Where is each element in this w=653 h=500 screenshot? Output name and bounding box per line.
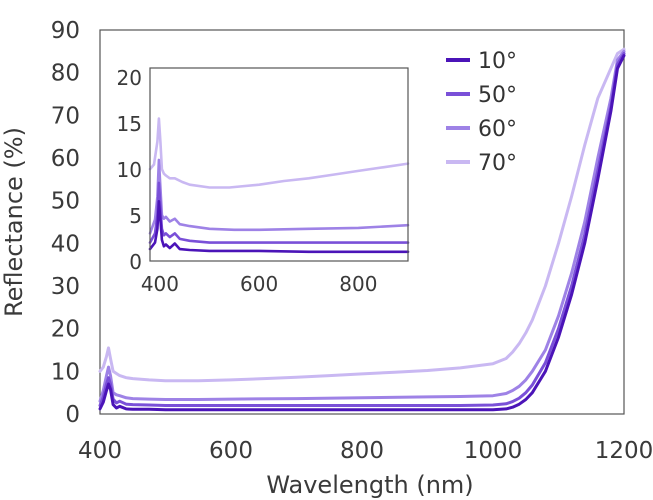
- main-y-tick-label: 10: [51, 359, 80, 385]
- inset-series-lines: [148, 117, 410, 254]
- main-x-tick-label: 600: [209, 438, 253, 464]
- legend: 10° 50° 60° 70°: [446, 49, 517, 176]
- inset-series-line-2: [148, 158, 410, 235]
- legend-label: 60°: [478, 117, 517, 142]
- inset-x-tick-label: 800: [339, 272, 377, 296]
- main-y-tick-labels: 0 10 20 30 40 50 60 70 80 90: [51, 18, 80, 428]
- inset-y-tick-label: 20: [117, 66, 142, 90]
- main-x-tick-label: 800: [340, 438, 384, 464]
- inset-y-tick-label: 5: [129, 204, 142, 228]
- inset-y-tick-label: 10: [117, 158, 142, 182]
- inset-y-tick-labels: 0 5 10 15 20: [117, 66, 142, 274]
- inset-x-tick-labels: 400 600 800: [141, 272, 378, 296]
- inset-x-tick-label: 600: [240, 272, 278, 296]
- inset-y-tick-label: 0: [129, 250, 142, 274]
- main-y-tick-label: 80: [51, 61, 80, 87]
- main-y-tick-label: 30: [51, 274, 80, 300]
- main-y-tick-label: 0: [65, 402, 80, 428]
- main-x-tick-label: 1200: [595, 438, 653, 464]
- y-axis-label: Reflectance (%): [0, 127, 28, 317]
- legend-label: 70°: [478, 151, 517, 176]
- legend-label: 10°: [478, 49, 517, 74]
- main-y-tick-label: 60: [51, 146, 80, 172]
- main-y-tick-label: 20: [51, 317, 80, 343]
- inset-series-line-1: [148, 181, 410, 244]
- main-series-lines: [98, 47, 626, 412]
- inset-series-line-3: [148, 117, 410, 189]
- x-axis-label: Wavelength (nm): [266, 471, 473, 499]
- inset-series-line-0: [148, 200, 410, 254]
- main-series-line-2: [98, 49, 626, 403]
- main-x-tick-label: 400: [78, 438, 122, 464]
- main-y-tick-label: 50: [51, 189, 80, 215]
- legend-label: 50°: [478, 83, 517, 108]
- main-plot-frame: [99, 29, 625, 415]
- inset-plot-background: [150, 68, 408, 261]
- inset-x-tick-label: 400: [141, 272, 179, 296]
- main-y-tick-label: 90: [51, 18, 80, 44]
- inset-plot-frame: [149, 67, 409, 262]
- main-x-tick-labels: 400 600 800 1000 1200: [78, 438, 653, 464]
- main-y-tick-label: 40: [51, 231, 80, 257]
- inset-y-tick-label: 15: [117, 112, 142, 136]
- main-y-tick-label: 70: [51, 103, 80, 129]
- main-series-line-3: [98, 47, 626, 383]
- main-x-tick-label: 1000: [464, 438, 523, 464]
- main-series-line-0: [98, 54, 626, 412]
